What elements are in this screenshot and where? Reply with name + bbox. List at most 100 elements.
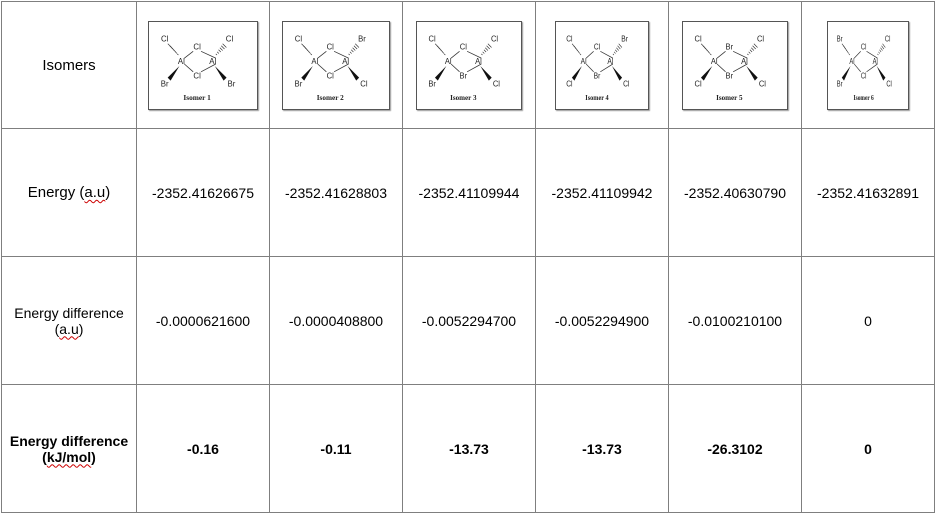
hashed-wedge-bond: [578, 51, 581, 54]
bridge-bond: [200, 63, 216, 72]
atom-label: Cl: [695, 79, 702, 88]
hashed-wedge-bond: [215, 53, 218, 55]
bridge-bond: [585, 50, 594, 58]
energy-value: -2352.41109944: [402, 128, 536, 257]
hashed-wedge-bond: [216, 51, 220, 54]
hashed-wedge-bond: [709, 53, 712, 55]
atom-label: Cl: [594, 41, 601, 51]
atom-label: Cl: [623, 78, 630, 88]
energy-diff-kj-value: -0.16: [136, 384, 270, 513]
bridge-bond: [732, 50, 748, 58]
bridge-bond: [732, 63, 748, 72]
metal-atom-label: Al: [311, 56, 318, 65]
atom-label: Cl: [360, 79, 368, 88]
hashed-wedge-bond: [708, 51, 711, 54]
atom-label: Cl: [886, 80, 892, 88]
hashed-wedge-bond: [616, 47, 619, 51]
atom-label: Br: [621, 34, 628, 44]
energy-diff-au-value: -0.0052294700: [402, 256, 536, 385]
diff-au-label-text: Energy difference: [14, 304, 124, 321]
hashed-wedge-bond: [579, 53, 582, 55]
hashed-wedge-bond: [349, 51, 352, 54]
metal-atom-label: Al: [711, 56, 718, 65]
atom-label: Br: [726, 71, 734, 80]
energy-value: -2352.41626675: [136, 128, 270, 257]
diff-kj-unit: kJ/mol: [46, 448, 92, 465]
atom-label: Cl: [193, 42, 201, 51]
bridge-bond: [853, 63, 861, 72]
atom-label: Cl: [759, 79, 766, 88]
hashed-wedge-bond: [221, 45, 225, 49]
hashed-wedge-bond: [847, 51, 849, 54]
energy-diff-kj-label: Energy difference (kJ/mol): [1, 384, 137, 513]
metal-atom-label: Al: [581, 56, 587, 66]
energy-diff-kj-value: -13.73: [402, 384, 536, 513]
atom-label: Cl: [460, 42, 467, 51]
hashed-wedge-bond: [487, 43, 492, 48]
energy-diff-au-value: -0.0052294900: [535, 256, 669, 385]
atom-label: Cl: [885, 35, 891, 43]
metal-atom-label: Al: [209, 57, 216, 66]
energy-value: -2352.41109942: [535, 128, 669, 257]
energy-diff-kj-row: Energy difference (kJ/mol) -0.16 -0.11 -13.…: [1, 384, 935, 513]
bridge-bond: [184, 50, 194, 58]
hashed-wedge-bond: [612, 53, 615, 55]
energy-diff-au-value: 0: [801, 256, 935, 385]
hashed-wedge-bond: [615, 49, 618, 52]
hashed-wedge-bond: [748, 51, 751, 54]
molecule-diagram: Cl Cl Cl Br Br Cl Al Al Isomer 3: [428, 34, 500, 102]
hashed-wedge-bond: [753, 43, 758, 48]
energy-value: -2352.41632891: [801, 128, 935, 257]
molecule-diagram: Br Cl Cl Br Cl Cl Al Al Isomer 6: [837, 35, 892, 102]
bridge-bond: [466, 50, 482, 58]
hashed-wedge-bond: [483, 49, 487, 52]
atom-label: Cl: [757, 34, 764, 43]
bridge-bond: [450, 50, 460, 58]
bridge-bond: [854, 50, 861, 58]
energy-diff-kj-value: 0: [801, 384, 935, 513]
hashed-wedge-bond: [882, 43, 886, 48]
energy-row: Energy (a.u) -2352.41626675 -2352.4162880…: [1, 128, 935, 257]
hashed-wedge-bond: [175, 51, 178, 54]
energy-label-end: ): [105, 184, 111, 201]
hashed-wedge-bond: [841, 43, 845, 48]
metal-atom-label: Al: [849, 58, 855, 66]
solid-wedge-bond: [571, 65, 582, 81]
hashed-wedge-bond: [443, 53, 446, 55]
diff-au-unit: a.u: [59, 320, 79, 337]
hashed-wedge-bond: [310, 53, 313, 55]
hashed-wedge-bond: [617, 45, 621, 49]
atom-label: Br: [460, 71, 468, 80]
hashed-wedge-bond: [486, 45, 490, 49]
atom-label: Cl: [226, 34, 234, 43]
molecule-diagram: Cl Cl Br Br Cl Cl Al Al Isomer 2: [295, 34, 368, 102]
solid-wedge-bond: [700, 65, 713, 81]
atom-label: Cl: [161, 34, 169, 43]
bridge-bond: [184, 63, 194, 72]
atom-label: Br: [428, 79, 436, 88]
molecule-diagram: Cl Cl Br Cl Br Cl Al Al Isomer 4: [566, 34, 630, 102]
atom-label: Cl: [566, 78, 573, 88]
hashed-wedge-bond: [485, 47, 489, 51]
hashed-wedge-bond: [700, 43, 706, 48]
solid-wedge-bond: [746, 65, 758, 81]
isomer-caption: Isomer 5: [716, 94, 743, 102]
atom-label: Cl: [566, 34, 573, 44]
isomer-structure-image: Cl Cl Cl Br Cl Br Al Al Isomer 1: [148, 20, 258, 110]
bridge-bond: [317, 63, 327, 72]
atom-label: Cl: [295, 34, 303, 43]
atom-label: Cl: [861, 43, 867, 51]
atom-label: Br: [594, 71, 601, 81]
isomer-caption: Isomer 1: [183, 93, 211, 102]
hashed-wedge-bond: [434, 43, 440, 48]
bridge-bond: [333, 50, 349, 58]
hashed-wedge-bond: [751, 47, 755, 51]
bridge-bond: [585, 63, 594, 72]
hashed-wedge-bond: [613, 51, 616, 54]
atom-label: Cl: [491, 34, 498, 43]
energy-diff-au-row: Energy difference (a.u) -0.0000621600 -0.0…: [1, 256, 935, 385]
isomer-structure-cell: Cl Cl Cl Br Cl Br Al Al Isomer 1: [136, 1, 270, 129]
isomer-caption: Isomer 3: [450, 94, 477, 102]
isomer-structure-image: Cl Cl Br Cl Br Cl Al Al Isomer 4: [555, 20, 649, 110]
energy-diff-au-value: -0.0100210100: [668, 256, 802, 385]
